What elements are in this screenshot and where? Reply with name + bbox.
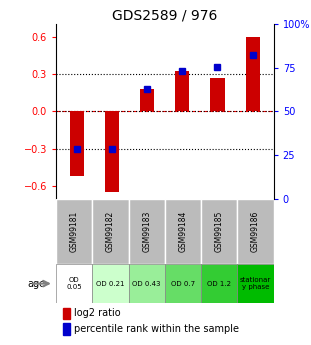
FancyBboxPatch shape <box>237 264 274 303</box>
FancyBboxPatch shape <box>165 264 201 303</box>
Text: log2 ratio: log2 ratio <box>75 308 121 318</box>
Bar <box>70 111 84 176</box>
Text: OD 0.7: OD 0.7 <box>171 280 195 287</box>
FancyBboxPatch shape <box>201 199 237 264</box>
Text: GSM99185: GSM99185 <box>215 210 224 252</box>
Bar <box>175 71 189 111</box>
Text: OD
0.05: OD 0.05 <box>66 277 82 290</box>
Bar <box>63 323 70 335</box>
Text: OD 0.21: OD 0.21 <box>96 280 125 287</box>
Text: GSM99184: GSM99184 <box>179 210 188 252</box>
FancyBboxPatch shape <box>92 199 128 264</box>
Text: OD 1.2: OD 1.2 <box>207 280 231 287</box>
Bar <box>140 89 154 111</box>
Text: GSM99186: GSM99186 <box>251 210 260 252</box>
Bar <box>105 111 119 192</box>
FancyBboxPatch shape <box>56 199 92 264</box>
Text: GSM99181: GSM99181 <box>70 211 79 252</box>
Bar <box>211 78 225 111</box>
Text: OD 0.43: OD 0.43 <box>132 280 161 287</box>
FancyBboxPatch shape <box>237 199 274 264</box>
Bar <box>63 308 70 319</box>
FancyBboxPatch shape <box>165 199 201 264</box>
FancyBboxPatch shape <box>128 199 165 264</box>
FancyBboxPatch shape <box>128 264 165 303</box>
Text: percentile rank within the sample: percentile rank within the sample <box>75 324 239 334</box>
Text: GSM99183: GSM99183 <box>142 210 151 252</box>
FancyBboxPatch shape <box>201 264 237 303</box>
Title: GDS2589 / 976: GDS2589 / 976 <box>112 9 217 23</box>
FancyBboxPatch shape <box>92 264 128 303</box>
Bar <box>246 37 260 111</box>
Text: GSM99182: GSM99182 <box>106 211 115 252</box>
Text: age: age <box>27 279 45 289</box>
Text: stationar
y phase: stationar y phase <box>240 277 271 290</box>
FancyBboxPatch shape <box>56 264 92 303</box>
